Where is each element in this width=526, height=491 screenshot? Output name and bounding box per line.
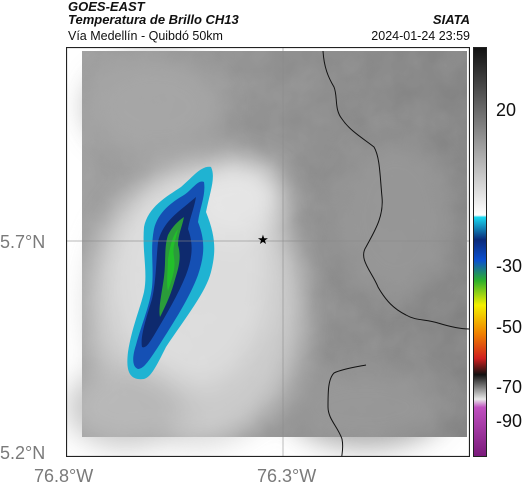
colorbar-tick-minus30: -30: [496, 256, 523, 276]
route-subtitle: Vía Medellín - Quibdó 50km: [68, 29, 223, 43]
colorbar-tick-minus50: -50: [496, 317, 523, 337]
cloud-band: [127, 166, 215, 380]
colorbar-tick-20: 20: [496, 100, 517, 120]
map-border: [66, 47, 470, 457]
timestamp-label: 2024-01-24 23:59: [371, 29, 470, 43]
imagery-layer: [66, 51, 467, 447]
gridlines: [66, 47, 470, 457]
colorbar-tick-minus70: -70: [496, 377, 523, 397]
lat-label-5-2: 5.2°N: [0, 443, 46, 463]
lat-label-5-7: 5.7°N: [0, 232, 46, 252]
star-icon: ★: [257, 232, 269, 247]
lon-label-76-8: 76.8°W: [34, 466, 94, 486]
border-lines: [322, 50, 470, 457]
colorbar-tick-minus90: -90: [496, 411, 523, 431]
satellite-title: GOES-EAST: [68, 0, 145, 14]
lon-label-76-3: 76.3°W: [257, 466, 317, 486]
source-label: SIATA: [432, 12, 470, 27]
product-title: Temperatura de Brillo CH13: [68, 12, 239, 27]
colorbar: [473, 47, 487, 457]
satellite-map[interactable]: ★: [66, 47, 470, 457]
